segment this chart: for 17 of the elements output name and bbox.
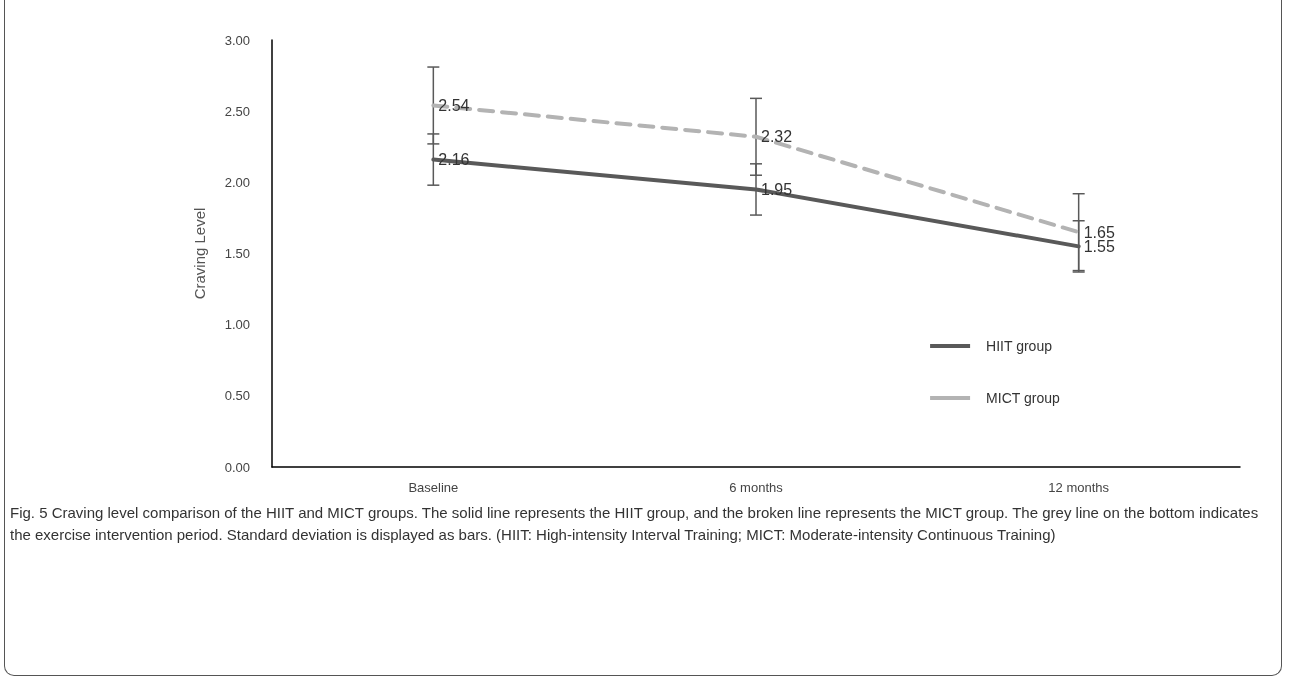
y-tick-label: 3.00 xyxy=(224,32,250,48)
y-tick-label: 1.50 xyxy=(224,246,250,261)
legend-label: HIIT group xyxy=(986,338,1053,354)
y-tick-label: 1.00 xyxy=(224,317,250,333)
data-label: 2.54 xyxy=(438,96,470,114)
data-label: 2.32 xyxy=(761,128,793,146)
y-tick-label: 0.50 xyxy=(224,388,250,404)
y-tick-label: 2.00 xyxy=(224,174,250,190)
x-tick-label: 12 months xyxy=(1048,480,1110,495)
legend-label: MICT group xyxy=(986,390,1060,406)
y-tick-label: 2.50 xyxy=(224,103,250,119)
data-label: 2.16 xyxy=(438,151,470,169)
y-axis-title: Craving Level xyxy=(191,207,208,300)
x-tick-label: Baseline xyxy=(408,480,459,495)
caption: Fig. 5 Craving level comparison of the HIIT and MICT groups. The solid line represents the HIIT group, and the broken line represents the MICT group. The grey line on the bottom indicates the exercise intervention period. Standard deviation is displayed as bars. (HIIT: High-intensity Interval Training; MICT: Moderate-intensity Continuous Training) xyxy=(10,503,1260,545)
y-tick-label: 0.00 xyxy=(224,459,250,475)
x-tick-label: 6 months xyxy=(729,480,784,495)
